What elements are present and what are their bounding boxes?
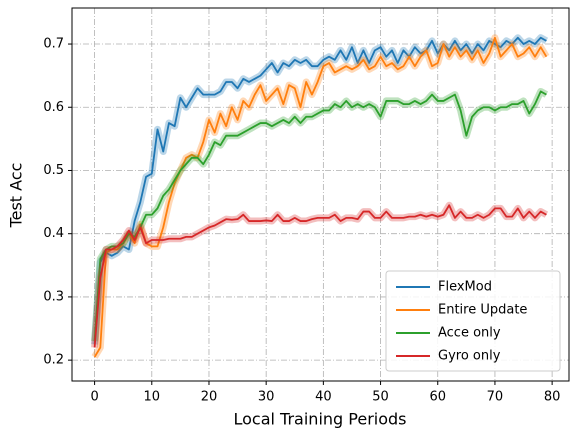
legend-label: Gyro only (438, 349, 501, 364)
y-tick-label: 0.2 (43, 353, 64, 368)
line (93, 36, 547, 345)
x-axis-label: Local Training Periods (234, 410, 407, 429)
x-tick-label: 0 (90, 390, 98, 405)
x-tick-label: 40 (315, 390, 332, 405)
y-tick-label: 0.3 (43, 289, 64, 304)
x-tick-label: 10 (144, 390, 161, 405)
x-tick-label: 30 (258, 390, 275, 405)
y-tick-label: 0.7 (43, 37, 64, 52)
y-tick-label: 0.5 (43, 163, 64, 178)
x-tick-label: 80 (544, 390, 561, 405)
line (93, 36, 548, 358)
line (93, 90, 547, 342)
plot-frame (71, 7, 570, 382)
legend-label: Entire Update (438, 303, 527, 318)
line (93, 204, 547, 348)
x-tick-label: 70 (487, 390, 504, 405)
y-tick-label: 0.6 (43, 100, 64, 115)
x-tick-label: 60 (429, 390, 446, 405)
x-tick-label: 50 (372, 390, 389, 405)
x-tick-label: 20 (201, 390, 218, 405)
legend-label: Acce only (438, 326, 501, 341)
y-axis-label: Test Acc (7, 163, 26, 229)
legend-box (385, 270, 561, 372)
legend-label: FlexMod (438, 280, 492, 295)
y-tick-label: 0.4 (43, 226, 64, 241)
